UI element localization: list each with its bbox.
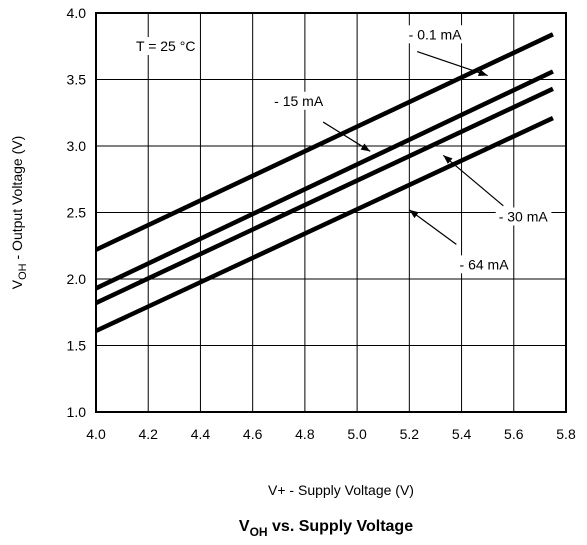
y-axis-title-main: V [9, 279, 25, 289]
chart-title-subscript: OH [250, 525, 268, 539]
annotation-arrow-head [360, 143, 371, 152]
y-tick-label: 2.0 [67, 271, 87, 287]
x-tick-label: 4.6 [243, 426, 263, 442]
x-tick-label: 5.6 [504, 426, 524, 442]
y-tick-label: 3.5 [67, 72, 87, 88]
annotation-label: - 30 mA [499, 208, 549, 224]
y-axis-title-subscript: OH [17, 263, 29, 280]
series-lines [95, 32, 554, 333]
annotation-arrow-head [477, 69, 488, 77]
plot-frame [95, 12, 567, 413]
y-tick-label: 1.0 [67, 404, 87, 420]
annotation-label: - 0.1 mA [409, 26, 463, 42]
grid [95, 12, 567, 413]
y-axis-title: VOH - Output Voltage (V) [9, 136, 29, 289]
series-line [95, 116, 554, 333]
annotation-arrow-line [322, 121, 371, 152]
annotations: - 0.1 mA - 15 mA - 30 mA - 64 mA [271, 25, 552, 274]
series-annotation: - 0.1 mA [405, 25, 488, 77]
x-tick-label: 4.0 [86, 426, 106, 442]
annotation-label-bg [495, 207, 552, 226]
annotation-label: - 64 mA [460, 256, 510, 272]
y-axis-title-rest: - Output Voltage (V) [9, 136, 25, 264]
x-tick-label: 4.4 [191, 426, 211, 442]
annotation-arrow-head [409, 209, 419, 219]
chart-title-rest: vs. Supply Voltage [268, 518, 414, 535]
series-line [95, 32, 554, 252]
x-tick-label: 5.4 [452, 426, 472, 442]
annotation-arrow-line [442, 154, 504, 207]
annotation-label: - 15 mA [274, 93, 324, 109]
x-tick-label: 5.0 [347, 426, 367, 442]
annotation-arrow-line [408, 209, 457, 245]
temperature-condition: T = 25 °C [136, 38, 195, 54]
y-tick-label: 4.0 [67, 5, 87, 21]
series-annotation: - 64 mA [408, 209, 513, 274]
annotation-arrow-line [416, 51, 488, 77]
x-tick-label: 4.8 [295, 426, 315, 442]
y-tick-label: 2.5 [67, 205, 87, 221]
temperature-condition-bg [133, 37, 199, 55]
y-tick-label: 1.5 [67, 338, 87, 354]
x-tick-label: 4.2 [138, 426, 158, 442]
y-tick-label: 3.0 [67, 138, 87, 154]
annotation-label-bg [271, 91, 327, 110]
chart-title-main: V [239, 518, 250, 535]
annotation-arrow-head [443, 155, 453, 164]
annotation-label-bg [456, 255, 513, 274]
series-annotation: - 15 mA [271, 91, 371, 152]
annotation-label-bg [405, 25, 466, 44]
y-tick-labels: 1.0 1.5 2.0 2.5 3.0 3.5 4.0 [67, 5, 87, 420]
x-tick-label: 5.8 [556, 426, 576, 442]
chart-title: VOH vs. Supply Voltage [239, 518, 413, 539]
x-tick-label: 5.2 [400, 426, 420, 442]
x-axis-title: V+ - Supply Voltage (V) [268, 482, 414, 498]
series-line [95, 69, 554, 291]
x-tick-labels: 4.0 4.2 4.4 4.6 4.8 5.0 5.2 5.4 5.6 5.8 [86, 426, 576, 442]
series-line [95, 86, 554, 305]
series-annotation: - 30 mA [442, 154, 552, 226]
